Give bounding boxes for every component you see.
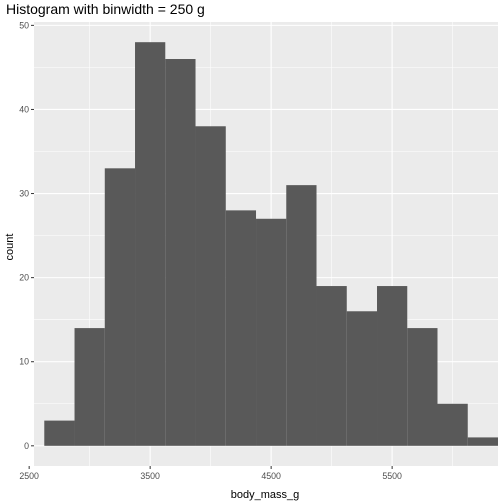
histogram-bar: [165, 59, 196, 446]
histogram-bar: [74, 328, 105, 446]
y-tick-label: 50: [19, 20, 29, 30]
chart-title: Histogram with binwidth = 250 g: [6, 1, 205, 17]
x-tick-label: 4500: [261, 471, 281, 481]
x-axis: 2500 3500 4500 5500: [19, 466, 402, 481]
x-tick-label: 5500: [382, 471, 402, 481]
y-axis: 0 10 20 30 40 50: [19, 20, 34, 451]
y-tick-label: 20: [19, 273, 29, 283]
histogram-bar: [407, 328, 438, 446]
histogram-bar: [437, 403, 468, 446]
histogram-bar: [316, 286, 347, 446]
histogram-bar: [467, 437, 498, 446]
y-axis-title: count: [4, 234, 16, 261]
y-tick-label: 10: [19, 357, 29, 367]
y-tick-label: 0: [24, 441, 29, 451]
histogram-bar: [377, 286, 408, 446]
y-tick-label: 30: [19, 189, 29, 199]
histogram-bar: [44, 420, 75, 446]
x-axis-title: body_mass_g: [231, 489, 300, 501]
histogram-bar: [225, 210, 257, 446]
histogram-bar: [346, 311, 378, 446]
histogram-bar: [104, 168, 136, 446]
histogram-bar: [135, 42, 166, 446]
histogram-bar: [286, 185, 317, 446]
x-tick-label: 3500: [140, 471, 160, 481]
x-tick-label: 2500: [19, 471, 39, 481]
histogram-bar: [256, 218, 287, 446]
histogram-bar: [195, 126, 226, 446]
y-tick-label: 40: [19, 104, 29, 114]
histogram-bars: [44, 42, 498, 446]
